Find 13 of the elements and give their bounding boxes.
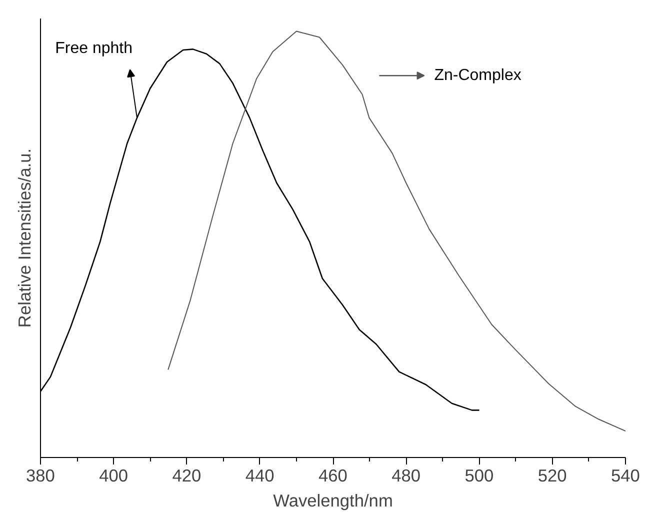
x-tick-label: 540 [611, 466, 640, 486]
y-axis-title: Relative Intensities/a.u. [14, 148, 34, 328]
x-axis-title: Wavelength/nm [273, 490, 393, 510]
x-tick-label: 460 [318, 466, 348, 486]
x-tick-label: 380 [26, 466, 55, 486]
x-tick-label: 500 [464, 466, 494, 486]
x-tick-label: 400 [99, 466, 128, 486]
x-tick-label: 480 [392, 466, 421, 486]
x-tick-label: 440 [245, 466, 274, 486]
x-tick-label: 520 [538, 466, 567, 486]
series-label: Free nphth [55, 40, 133, 57]
x-tick-label: 420 [172, 466, 202, 486]
legend-label: Zn-Complex [434, 67, 522, 84]
